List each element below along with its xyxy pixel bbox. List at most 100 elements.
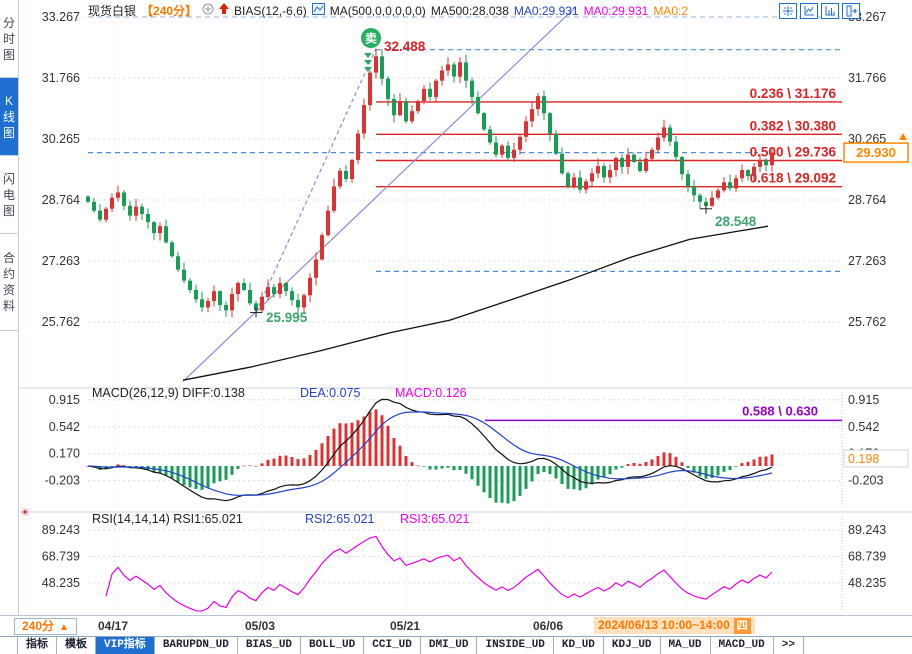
svg-text:0.588 \ 0.630: 0.588 \ 0.630 [742, 403, 818, 418]
candle [236, 283, 240, 295]
zoom-axis-y-icon[interactable] [821, 3, 839, 19]
indicator-tab[interactable]: 模板 [57, 637, 96, 654]
candle [596, 166, 600, 174]
indicator-tab[interactable]: BARUPDN_UD [155, 637, 238, 654]
candle [608, 170, 612, 178]
candle [632, 154, 636, 162]
candle [584, 181, 588, 190]
rsi-line [105, 535, 773, 612]
svg-text:48.235: 48.235 [42, 576, 80, 590]
svg-text:31.766: 31.766 [42, 71, 80, 85]
candle [248, 289, 252, 304]
candle [98, 210, 102, 220]
indicator-tab[interactable]: BOLL_UD [301, 637, 365, 654]
sidebar-tab[interactable]: 闪电图 [0, 156, 18, 234]
candle [488, 129, 492, 143]
ma0-magenta-value: MA0:29.931 [583, 3, 649, 18]
date-tick-label: 05/21 [390, 619, 421, 633]
candle [404, 101, 408, 122]
svg-text:68.739: 68.739 [848, 550, 886, 564]
macd-diff-line [87, 398, 773, 502]
zoom-axis-x-icon[interactable] [800, 3, 818, 19]
candle [152, 222, 156, 234]
svg-text:0.382 \ 30.380: 0.382 \ 30.380 [750, 118, 836, 133]
candle [266, 287, 270, 297]
svg-text:30.265: 30.265 [42, 132, 80, 146]
svg-text:28.764: 28.764 [42, 193, 80, 207]
chart-line-icon[interactable] [311, 3, 325, 18]
svg-text:27.263: 27.263 [42, 254, 80, 268]
indicator-tab[interactable]: MACD_UD [711, 637, 774, 654]
candle [176, 256, 180, 270]
indicator-tab[interactable]: CCI_UD [364, 637, 421, 654]
indicator-tab[interactable]: BIAS_UD [238, 637, 302, 654]
indicator-tab[interactable]: MA_UD [661, 637, 711, 654]
candle [350, 159, 354, 180]
ma-params-label: MA(500,0,0,0,0,0) [329, 3, 426, 18]
candle [668, 127, 672, 142]
macd-value-box [843, 449, 909, 468]
candle [548, 113, 552, 134]
time-range-text: 2024/06/13 10:00~14:00 [598, 618, 730, 632]
candle [494, 142, 498, 155]
svg-text:27.263: 27.263 [848, 254, 886, 268]
chart-toolbar [779, 3, 860, 19]
sell-signal-marker [361, 28, 381, 48]
candle [602, 166, 606, 178]
svg-text:-0.203: -0.203 [848, 474, 883, 488]
indicator-tab[interactable]: VIP指标 [96, 637, 155, 654]
candle [272, 287, 276, 295]
period-selector-button[interactable]: 240分 ▲ [14, 618, 77, 635]
indicator-tab[interactable]: >> [774, 637, 804, 654]
svg-text:0.170: 0.170 [49, 447, 80, 461]
bias-label: BIAS(12,-6,6) [234, 3, 307, 18]
red-up-arrow-icon [219, 3, 230, 18]
candle [698, 195, 702, 202]
candle [134, 206, 138, 216]
svg-text:28.764: 28.764 [848, 193, 886, 207]
svg-text:0.915: 0.915 [49, 393, 80, 407]
indicator-tab[interactable]: DMI_UD [421, 637, 478, 654]
indicator-tab[interactable]: INSIDE_UD [477, 637, 554, 654]
indicator-tab[interactable]: KDJ_UD [604, 637, 661, 654]
candle [638, 161, 642, 171]
svg-text:-0.203: -0.203 [45, 474, 80, 488]
candle [140, 206, 144, 214]
candle [146, 213, 150, 223]
candle [536, 96, 540, 110]
candle [530, 109, 534, 122]
candle [752, 166, 756, 177]
period-up-arrow: ▲ [59, 622, 69, 633]
indicator-tab[interactable]: KD_UD [554, 637, 604, 654]
sidebar-tab[interactable]: 合约资料 [0, 234, 18, 331]
candle [386, 78, 390, 99]
sidebar-tab[interactable]: 分时图 [0, 0, 18, 78]
svg-text:0.542: 0.542 [848, 420, 879, 434]
candle [374, 56, 378, 73]
circle-plus-icon[interactable] [202, 3, 214, 18]
svg-text:31.766: 31.766 [848, 71, 886, 85]
ma500-value: MA500:28.038 [430, 3, 509, 18]
indicator-tab[interactable]: 指标 [18, 637, 57, 654]
chart-area[interactable]: 33.267 33.267 31.766 31.766 30.265 30.265 28.7… [18, 0, 912, 615]
svg-text:0.500 \ 29.736: 0.500 \ 29.736 [750, 144, 837, 159]
svg-text:卖: 卖 [365, 31, 377, 46]
candle [104, 208, 108, 220]
candle [158, 226, 162, 234]
candle [410, 111, 414, 122]
exit-right-icon[interactable] [842, 3, 860, 19]
svg-text:MACD(26,12,9) DIFF:0.138: MACD(26,12,9) DIFF:0.138 [92, 386, 245, 400]
candle [398, 101, 402, 116]
crosshair-move-icon[interactable] [779, 3, 797, 19]
candle [338, 170, 342, 187]
svg-text:25.762: 25.762 [42, 315, 80, 329]
indicator-tab-bar: 指标 模板 VIP指标 BARUPDN_UD BIAS_UD BOLL_UD CCI_UD D… [0, 636, 912, 654]
symbol-name: 现货白银 [88, 4, 137, 18]
candle [560, 153, 564, 174]
indicator-settings-icon[interactable]: ☀ [20, 507, 30, 519]
candle [650, 149, 654, 159]
candle [392, 98, 396, 116]
